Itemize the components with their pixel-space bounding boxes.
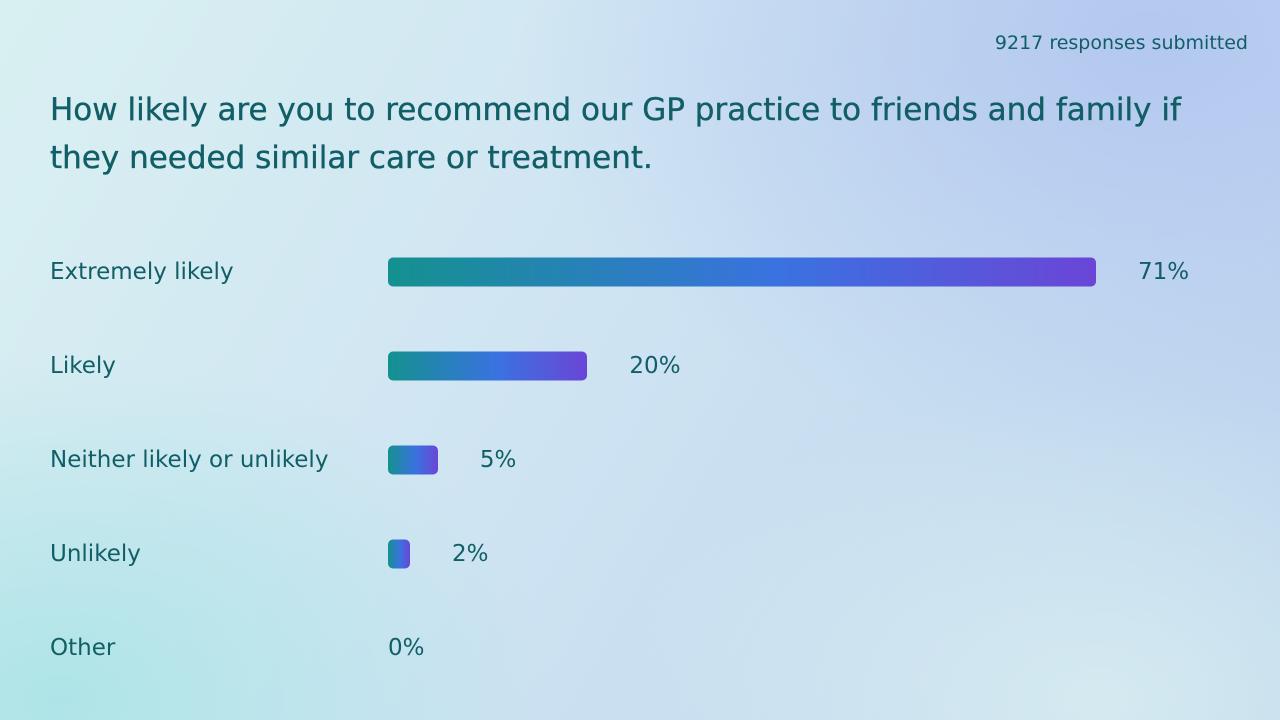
bar-row: Other 0% — [0, 628, 1280, 668]
responses-count: 9217 responses submitted — [994, 32, 1248, 54]
bar-row: Extremely likely 71% — [0, 252, 1280, 292]
question-title: How likely are you to recommend our GP p… — [50, 92, 1181, 176]
value-label: 2% — [452, 541, 489, 567]
bar — [388, 351, 588, 381]
value-label: 71% — [1138, 259, 1190, 285]
category-label: Other — [50, 635, 116, 661]
bar — [388, 257, 1096, 287]
bar — [388, 445, 438, 475]
category-label: Unlikely — [50, 541, 141, 567]
value-label: 5% — [479, 447, 517, 473]
bar-row: Unlikely 2% — [0, 534, 1280, 574]
bar — [388, 539, 410, 569]
category-label: Likely — [50, 353, 116, 379]
category-label: Extremely likely — [50, 259, 234, 285]
bar-row: Neither likely or unlikely 5% — [0, 440, 1280, 480]
category-label: Neither likely or unlikely — [50, 447, 329, 473]
value-label: 20% — [629, 353, 681, 379]
bar-row: Likely 20% — [0, 346, 1280, 386]
value-label: 0% — [388, 635, 425, 661]
